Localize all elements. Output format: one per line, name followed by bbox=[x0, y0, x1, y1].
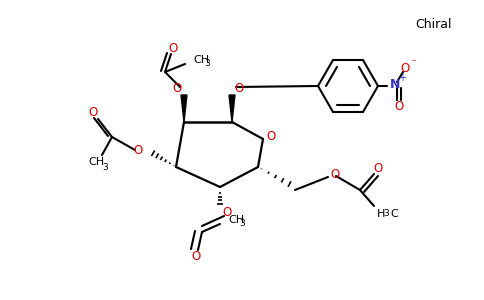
Text: O: O bbox=[222, 206, 232, 218]
Text: CH: CH bbox=[228, 215, 244, 225]
Text: 3: 3 bbox=[383, 209, 389, 218]
Text: ⁻: ⁻ bbox=[410, 58, 416, 68]
Text: O: O bbox=[400, 61, 409, 74]
Text: 3: 3 bbox=[204, 59, 210, 68]
Text: O: O bbox=[134, 143, 143, 157]
Text: Chiral: Chiral bbox=[415, 19, 452, 32]
Text: O: O bbox=[191, 250, 201, 262]
Text: H: H bbox=[377, 209, 385, 219]
Text: O: O bbox=[373, 161, 383, 175]
Polygon shape bbox=[181, 95, 187, 122]
Text: +: + bbox=[398, 73, 406, 83]
Polygon shape bbox=[229, 95, 235, 122]
Text: O: O bbox=[234, 82, 243, 95]
Text: C: C bbox=[390, 209, 398, 219]
Text: O: O bbox=[331, 169, 340, 182]
Text: 3: 3 bbox=[239, 220, 245, 229]
Text: CH: CH bbox=[193, 55, 209, 65]
Text: 3: 3 bbox=[102, 163, 108, 172]
Text: O: O bbox=[172, 82, 182, 95]
Text: O: O bbox=[168, 41, 178, 55]
Text: N: N bbox=[390, 77, 400, 91]
Text: CH: CH bbox=[88, 157, 104, 167]
Text: O: O bbox=[394, 100, 404, 112]
Text: O: O bbox=[266, 130, 275, 143]
Text: O: O bbox=[89, 106, 98, 119]
